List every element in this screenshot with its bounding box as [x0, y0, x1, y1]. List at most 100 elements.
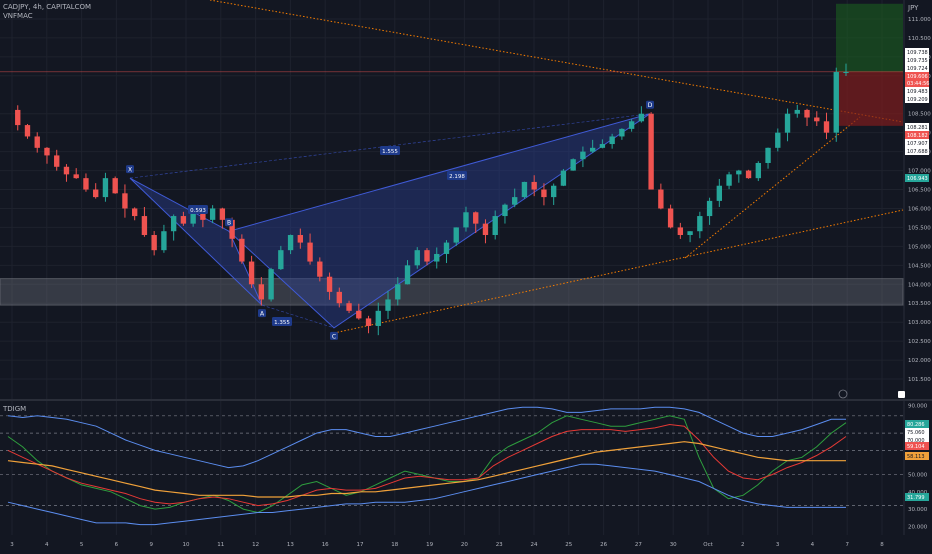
- time-tick-label: 9: [149, 542, 153, 548]
- price-badge-label: 109.483: [907, 89, 928, 95]
- oscillator-badge: [905, 442, 929, 450]
- candle-body: [93, 189, 99, 198]
- replay-icon[interactable]: [838, 389, 848, 399]
- candle-body: [550, 185, 557, 198]
- candle-body: [667, 208, 674, 228]
- oscillator-series-line: [7, 441, 846, 498]
- candle-body: [775, 132, 781, 148]
- candle-body: [833, 72, 839, 133]
- candle-body: [531, 181, 537, 190]
- time-tick-label: 19: [426, 542, 433, 548]
- oscillator-series-line: [7, 423, 847, 507]
- candle-body: [15, 109, 21, 126]
- price-badge-label: 108.281: [907, 125, 928, 131]
- oscillator-series-line: [7, 415, 847, 514]
- oscillator-badge: [905, 452, 929, 460]
- candle-body: [102, 178, 109, 198]
- time-tick-label: 23: [496, 542, 503, 548]
- price-badge: [905, 95, 929, 103]
- ratio-label: 2.198: [449, 174, 465, 180]
- oscillator-badge: [905, 420, 929, 428]
- trendline-ascending-lower: [333, 209, 904, 334]
- candle-body: [180, 216, 187, 224]
- candle-body: [356, 310, 362, 319]
- candle-body: [843, 72, 849, 74]
- time-tick-label: 3: [10, 542, 14, 548]
- candle-body: [161, 231, 167, 251]
- price-badge: [905, 131, 929, 139]
- candle-body: [521, 181, 528, 198]
- price-tick-label: 102.000: [908, 358, 931, 364]
- candle-body: [755, 162, 761, 179]
- time-tick-label: 30: [670, 542, 677, 548]
- price-badge-label: 109.738: [907, 50, 928, 56]
- price-tick-label: 102.500: [908, 339, 931, 345]
- oscillator-series-line: [7, 463, 846, 526]
- candle-body: [151, 235, 157, 251]
- time-tick-label: 10: [183, 542, 190, 548]
- candle-body: [414, 250, 420, 266]
- candle-body: [24, 125, 31, 137]
- time-tick-label: 4: [811, 542, 815, 548]
- candle-body: [63, 166, 70, 175]
- price-tick-label: 103.500: [908, 301, 931, 307]
- price-badge-label: 107.688: [907, 149, 928, 155]
- price-badge: [905, 139, 929, 147]
- time-tick-label: 24: [531, 542, 538, 548]
- trendline-ascending-upper: [684, 116, 861, 259]
- price-badge: [905, 48, 929, 56]
- pattern-point-badge: [225, 218, 233, 227]
- stop-loss-zone: [836, 71, 903, 126]
- price-tick-label: 111.000: [908, 17, 931, 23]
- candle-body: [424, 250, 430, 262]
- time-tick-label: 13: [287, 542, 294, 548]
- price-tick-label: 103.000: [908, 320, 931, 326]
- candle-body: [248, 261, 255, 285]
- candle-body: [131, 208, 138, 217]
- time-tick-label: 17: [357, 542, 364, 548]
- time-tick-label: 6: [115, 542, 119, 548]
- candle-body: [589, 147, 596, 152]
- price-tick-label: 107.000: [908, 169, 931, 175]
- oscillator-badge: [905, 493, 929, 501]
- candle-body: [765, 147, 771, 163]
- candle-body: [141, 216, 148, 236]
- alert-icon[interactable]: [898, 391, 905, 398]
- candle-body: [200, 212, 206, 220]
- time-tick-label: 25: [565, 542, 572, 548]
- price-badge-label: 109.209: [907, 97, 928, 103]
- ratio-label: 1.555: [382, 149, 398, 155]
- pattern-point-badge: [126, 165, 134, 174]
- price-tick-label: 106.000: [908, 206, 931, 212]
- candle-body: [823, 121, 830, 133]
- candle-body: [434, 253, 440, 262]
- candle-body: [317, 261, 323, 277]
- oscillator-tick-label: 30.000: [908, 507, 928, 513]
- candle-body: [638, 113, 645, 122]
- price-badge-label: 109.606: [907, 74, 928, 80]
- price-tick-label: 105.500: [908, 225, 931, 231]
- support-zone: [0, 278, 904, 306]
- pattern-point-label: C: [332, 333, 336, 340]
- price-badge: [905, 64, 929, 72]
- time-tick-label: 16: [322, 542, 329, 548]
- pattern-point-label: B: [227, 220, 231, 227]
- oscillator-badge-label: 58.113: [907, 454, 925, 460]
- candle-body: [395, 284, 401, 300]
- candle-body: [814, 117, 820, 122]
- candle-body: [112, 178, 118, 194]
- candle-body: [297, 235, 304, 243]
- candle-body: [170, 216, 177, 232]
- candle-body: [219, 208, 226, 220]
- oscillator-tick-label: 40.000: [908, 490, 928, 496]
- currency-label[interactable]: JPY: [908, 4, 919, 12]
- candle-body: [599, 144, 606, 148]
- oscillator-badge-label: 70.000: [907, 438, 925, 444]
- pattern-xd-line: [129, 113, 651, 179]
- candle-body: [473, 212, 479, 224]
- pattern-point-label: X: [128, 167, 132, 174]
- candle-body: [492, 216, 498, 236]
- price-tick-label: 108.500: [908, 112, 931, 118]
